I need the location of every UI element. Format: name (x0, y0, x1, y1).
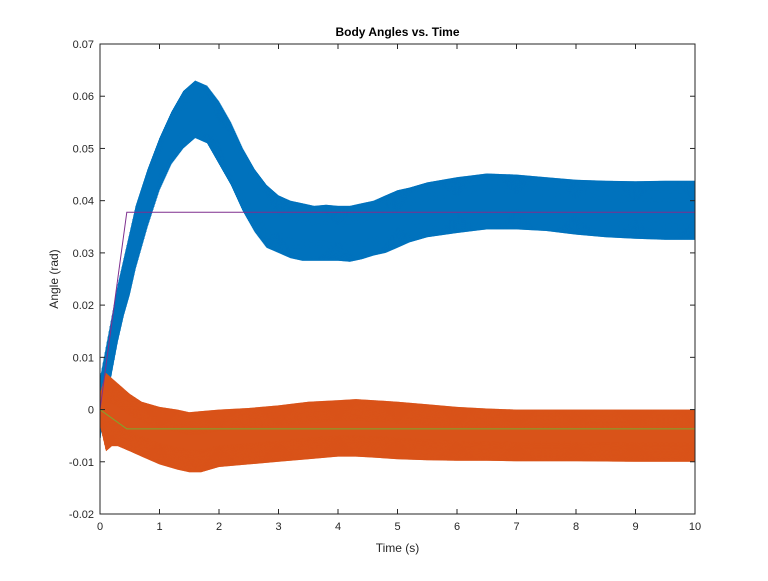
x-tick-label: 7 (513, 521, 519, 533)
x-tick-label: 9 (632, 521, 638, 533)
x-tick-label: 3 (275, 521, 281, 533)
series-4-line (99, 409, 695, 430)
x-tick-label: 8 (573, 521, 579, 533)
x-tick-label: 10 (689, 521, 701, 533)
y-tick-label: -0.01 (69, 457, 94, 469)
series-1-line (99, 80, 696, 438)
y-tick-label: 0.07 (73, 39, 94, 51)
y-tick-label: -0.02 (69, 509, 94, 521)
y-tick-label: 0.03 (73, 248, 94, 260)
y-axis-label: Angle (rad) (47, 249, 61, 308)
x-tick-label: 5 (394, 521, 400, 533)
x-tick-label: 0 (97, 521, 103, 533)
chart-title: Body Angles vs. Time (335, 25, 459, 39)
x-tick-label: 2 (216, 521, 222, 533)
y-tick-label: 0.02 (73, 300, 94, 312)
tick-layer: 0 1 2 3 4 5 6 7 8 9 10 -0.02 -0.01 0 0.01 0.02 0.03 0.04 0… (69, 39, 701, 533)
series-3-line (99, 211, 695, 410)
y-tick-label: 0.05 (73, 143, 94, 155)
x-tick-label: 1 (156, 521, 162, 533)
y-tick-label: 0.01 (73, 352, 94, 364)
y-tick-label: 0 (88, 405, 94, 417)
y-tick-label: 0.06 (73, 91, 94, 103)
series-2-line (99, 372, 696, 473)
x-axis-label: Time (s) (376, 541, 420, 555)
x-tick-label: 4 (335, 521, 341, 533)
series-layer (99, 80, 696, 473)
x-tick-label: 6 (454, 521, 460, 533)
y-tick-label: 0.04 (73, 196, 94, 208)
